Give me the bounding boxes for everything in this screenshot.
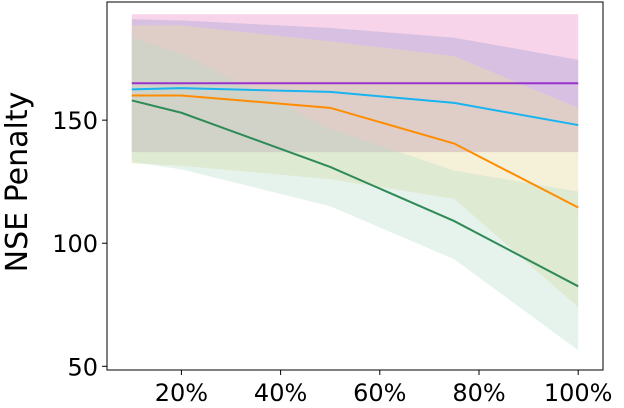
x-tick-label: 20% xyxy=(155,379,208,407)
y-axis-label: NSE Penalty xyxy=(0,92,35,273)
y-axis-ticks: 50 100 150 xyxy=(52,107,107,381)
y-tick-label: 100 xyxy=(52,230,98,258)
y-tick-label: 50 xyxy=(67,353,98,381)
confidence-band-4 xyxy=(131,37,579,351)
confidence-band-2 xyxy=(131,19,579,153)
x-tick-label: 80% xyxy=(452,379,505,407)
x-tick-label: 40% xyxy=(254,379,307,407)
series-line-2 xyxy=(131,87,579,127)
x-axis-ticks: 20% 40% 60% 80% 100% xyxy=(155,370,613,407)
y-tick-label: 150 xyxy=(52,107,98,135)
series-line-4 xyxy=(131,99,579,288)
series-lines xyxy=(131,82,579,288)
plot-frame xyxy=(106,1,604,371)
series-line-3 xyxy=(131,94,579,209)
confidence-band-3 xyxy=(131,25,579,308)
confidence-bands xyxy=(131,14,579,351)
x-tick-label: 60% xyxy=(353,379,406,407)
x-tick-label: 100% xyxy=(544,379,613,407)
